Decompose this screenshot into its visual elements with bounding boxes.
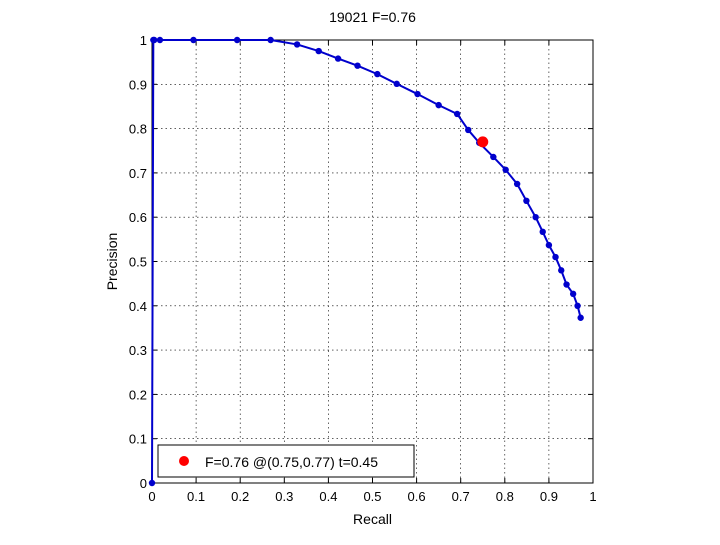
y-tick-label: 0.2	[129, 387, 147, 402]
best-point-group	[477, 136, 489, 148]
data-point	[502, 166, 509, 173]
y-tick-label: 0.6	[129, 210, 147, 225]
y-tick-label: 0.5	[129, 255, 147, 270]
y-tick-label: 0.7	[129, 166, 147, 181]
legend-box	[157, 444, 415, 478]
x-tick-label: 0.1	[187, 489, 205, 504]
data-point	[334, 55, 342, 62]
y-tick-label: 1	[140, 33, 147, 48]
data-point	[545, 241, 553, 249]
data-point	[523, 197, 530, 205]
x-tick-label: 1	[589, 489, 596, 504]
legend-marker	[179, 456, 189, 466]
legend-label: F=0.76 @(0.75,0.77) t=0.45	[205, 454, 378, 470]
x-axis-title: Recall	[353, 511, 392, 527]
data-point	[293, 41, 301, 48]
data-point	[532, 214, 539, 221]
data-point	[558, 267, 565, 274]
y-tick-label: 0	[140, 476, 147, 491]
x-tick-label: 0.4	[319, 489, 337, 504]
legend: F=0.76 @(0.75,0.77) t=0.45	[157, 444, 415, 478]
data-point	[374, 70, 381, 78]
data-point	[190, 36, 197, 44]
data-point	[233, 36, 241, 44]
x-tick-label: 0.2	[231, 489, 249, 504]
x-tick-label: 0.7	[452, 489, 470, 504]
x-tick-label: 0.5	[363, 489, 381, 504]
data-point	[414, 90, 421, 98]
data-point	[569, 290, 577, 298]
x-tick-label: 0.3	[275, 489, 293, 504]
grid	[152, 40, 593, 483]
chart-title: 19021 F=0.76	[329, 9, 416, 25]
x-tick-label: 0.6	[408, 489, 426, 504]
data-point	[513, 180, 521, 188]
data-point	[490, 153, 497, 161]
data-point	[563, 281, 570, 288]
data-point	[539, 228, 546, 236]
data-point	[574, 302, 581, 309]
data-point	[354, 62, 361, 69]
y-axis-title: Precision	[104, 233, 120, 291]
data-point	[393, 80, 400, 88]
data-point	[464, 126, 472, 134]
x-tick-label: 0.8	[496, 489, 514, 504]
data-point	[267, 36, 274, 44]
data-point	[577, 314, 584, 321]
y-tick-label: 0.1	[129, 432, 147, 447]
best-f-point	[477, 136, 489, 148]
data-point	[315, 47, 322, 55]
data-point	[435, 101, 442, 109]
data-point	[453, 110, 461, 118]
y-tick-label: 0.3	[129, 343, 147, 358]
data-point	[156, 36, 164, 44]
x-tick-label: 0	[148, 489, 155, 504]
data-point	[151, 36, 158, 44]
x-tick-label: 0.9	[540, 489, 558, 504]
y-tick-label: 0.8	[129, 122, 147, 137]
data-point	[148, 479, 156, 487]
y-tick-label: 0.9	[129, 77, 147, 92]
data-point	[552, 253, 559, 261]
y-tick-label: 0.4	[129, 299, 147, 314]
ticks: 0 0.1 0.2 0.3 0.4 0.5 0.6 0.7 0.8 0.9 1 0 0.1 0.2 0.3 0…	[129, 33, 597, 504]
series-group	[148, 36, 584, 487]
